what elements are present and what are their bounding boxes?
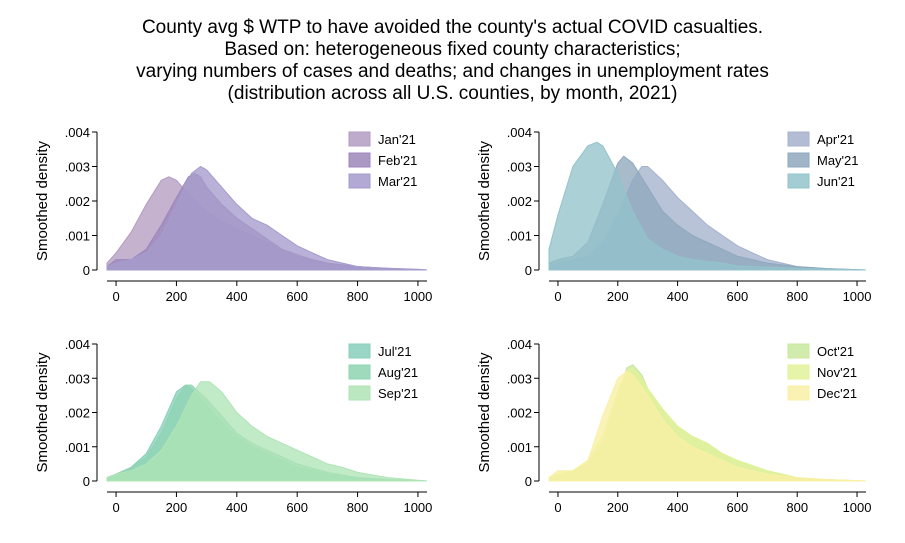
y-tick-label: .004: [65, 337, 90, 352]
x-tick-label: 200: [166, 500, 188, 515]
legend-swatch-2: [787, 364, 810, 380]
y-tick-label: .002: [507, 406, 532, 421]
x-tick-label: 0: [554, 289, 561, 304]
x-tick-label: 1000: [403, 500, 432, 515]
x-tick-label: 600: [286, 289, 308, 304]
title-line-2: Based on: heterogeneous fixed county cha…: [224, 39, 681, 60]
x-tick-label: 400: [667, 289, 689, 304]
panel-3: 0 .001 .002 .003 .004 0 200 400 600 800 1000 Smooth…: [34, 337, 432, 515]
legend-swatch-3: [787, 173, 810, 189]
x-tick-label: 1000: [843, 289, 872, 304]
title-line-1: County avg $ WTP to have avoided the cou…: [141, 17, 764, 38]
legend-swatch-2: [348, 152, 371, 168]
panel-1: 0 .001 .002 .003 .004 0 200 400 600 800 1000 Smooth…: [34, 125, 432, 304]
legend-swatch-2: [787, 152, 810, 168]
x-tick-label: 800: [786, 289, 808, 304]
title-line-3: varying numbers of cases and deaths; and…: [136, 61, 769, 82]
legend-swatch-1: [787, 131, 810, 147]
y-tick-label: .002: [65, 406, 90, 421]
y-tick-label: .001: [507, 229, 532, 244]
y-axis-label: Smoothed density: [34, 352, 51, 473]
y-tick-label: 0: [83, 263, 90, 278]
x-tick-label: 200: [607, 289, 629, 304]
y-axis-label: Smoothed density: [476, 352, 493, 473]
legend-label-3: Sep'21: [378, 386, 418, 401]
density-area-3: [548, 370, 867, 482]
legend-label-1: Jan'21: [378, 132, 416, 147]
y-tick-label: .003: [65, 160, 90, 175]
x-tick-label: 800: [786, 500, 808, 515]
y-tick-label: .004: [507, 125, 532, 140]
x-tick-label: 600: [286, 500, 308, 515]
y-tick-label: .003: [65, 371, 90, 386]
legend-label-3: Mar'21: [378, 174, 417, 189]
legend-label-3: Jun'21: [817, 174, 855, 189]
x-tick-label: 400: [226, 289, 248, 304]
y-tick-label: .001: [65, 440, 90, 455]
y-axis-label: Smoothed density: [476, 140, 493, 261]
y-tick-label: .003: [507, 371, 532, 386]
y-tick-label: 0: [83, 474, 90, 489]
legend-label-2: Feb'21: [378, 153, 417, 168]
legend-swatch-1: [348, 131, 371, 147]
y-tick-label: 0: [525, 263, 532, 278]
density-area-3: [548, 141, 867, 271]
legend-swatch-3: [348, 385, 371, 401]
legend-swatch-2: [348, 364, 371, 380]
x-tick-label: 800: [347, 500, 369, 515]
legend-label-2: May'21: [817, 153, 859, 168]
legend-swatch-1: [787, 343, 810, 359]
y-tick-label: .002: [507, 194, 532, 209]
y-tick-label: .002: [65, 194, 90, 209]
x-tick-label: 600: [727, 500, 749, 515]
x-tick-label: 1000: [403, 289, 432, 304]
x-tick-label: 0: [112, 500, 119, 515]
x-tick-label: 400: [667, 500, 689, 515]
panel-4: 0 .001 .002 .003 .004 0 200 400 600 800 1000 Smooth…: [476, 337, 871, 515]
x-tick-label: 0: [112, 289, 119, 304]
y-tick-label: .001: [65, 229, 90, 244]
y-tick-label: .004: [507, 337, 532, 352]
legend-label-1: Oct'21: [817, 344, 854, 359]
x-tick-label: 1000: [843, 500, 872, 515]
x-tick-label: 0: [554, 500, 561, 515]
legend-label-2: Aug'21: [378, 365, 418, 380]
x-tick-label: 800: [347, 289, 369, 304]
x-tick-label: 400: [226, 500, 248, 515]
legend-label-1: Apr'21: [817, 132, 854, 147]
panel-2: 0 .001 .002 .003 .004 0 200 400 600 800 1000 Smooth…: [476, 125, 871, 304]
legend-swatch-3: [348, 173, 371, 189]
legend-label-1: Jul'21: [378, 344, 412, 359]
x-tick-label: 200: [166, 289, 188, 304]
y-tick-label: 0: [525, 474, 532, 489]
legend-swatch-3: [787, 385, 810, 401]
title-line-4: (distribution across all U.S. counties, …: [227, 83, 678, 104]
legend-swatch-1: [348, 343, 371, 359]
y-tick-label: .001: [507, 440, 532, 455]
y-tick-label: .004: [65, 125, 90, 140]
density-area-3: [106, 165, 428, 271]
y-axis-label: Smoothed density: [34, 140, 51, 261]
x-tick-label: 200: [607, 500, 629, 515]
x-tick-label: 600: [727, 289, 749, 304]
y-tick-label: .003: [507, 160, 532, 175]
density-area-3: [106, 381, 428, 482]
legend-label-3: Dec'21: [817, 386, 857, 401]
legend-label-2: Nov'21: [817, 365, 857, 380]
